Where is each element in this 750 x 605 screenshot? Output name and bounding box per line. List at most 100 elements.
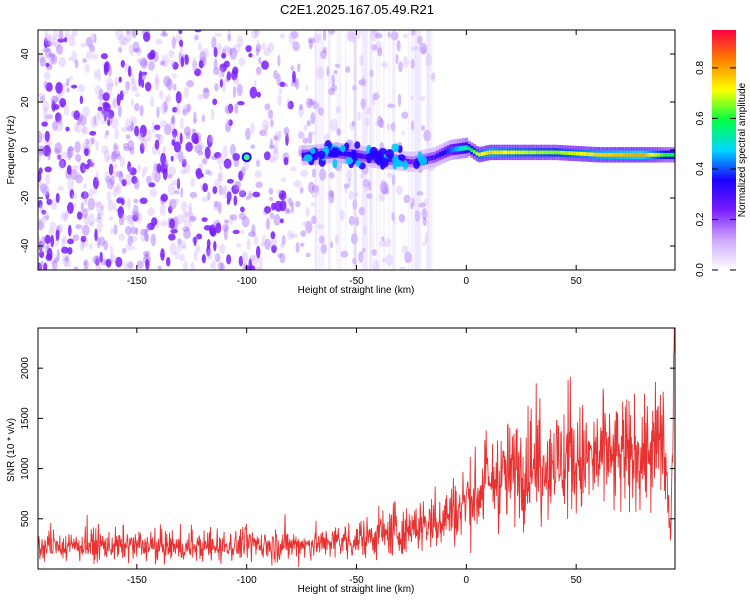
noise-blob: [88, 187, 94, 197]
noise-blob: [300, 169, 308, 177]
noise-blob: [155, 38, 163, 45]
noise-blob: [197, 42, 202, 52]
noise-streak: [408, 30, 410, 270]
noise-blob: [69, 188, 75, 199]
noise-blob: [255, 43, 262, 52]
noise-blob: [123, 146, 131, 152]
noise-blob: [163, 101, 168, 113]
noise-blob: [381, 61, 389, 68]
noise-blob: [203, 88, 209, 93]
noise-blob: [106, 109, 115, 119]
noise-blob: [386, 172, 393, 179]
noise-blob: [352, 257, 357, 265]
noise-blob: [171, 73, 177, 79]
noise-blob: [279, 200, 287, 212]
noise-blob: [362, 247, 366, 254]
noise-blob: [140, 57, 148, 69]
noise-blob: [213, 200, 219, 208]
noise-blob: [292, 41, 300, 52]
noise-blob: [238, 255, 244, 267]
noise-blob: [188, 202, 193, 211]
noise-blob: [174, 153, 182, 159]
ridge-core: [649, 152, 653, 157]
noise-blob: [254, 170, 262, 179]
ridge-core: [604, 152, 608, 157]
noise-blob: [123, 261, 129, 270]
noise-blob: [335, 129, 343, 135]
noise-blob: [231, 184, 240, 195]
noise-blob: [218, 171, 224, 183]
ridge-core: [628, 152, 632, 157]
noise-blob: [186, 80, 195, 88]
noise-blob: [354, 216, 360, 227]
ridge-core: [654, 152, 658, 157]
noise-blob: [115, 153, 121, 160]
noise-blob: [280, 177, 287, 183]
noise-blob: [377, 47, 383, 57]
noise-blob: [50, 198, 58, 210]
noise-blob: [43, 145, 51, 157]
noise-blob: [149, 188, 158, 198]
noise-blob: [237, 101, 245, 106]
noise-blob: [277, 253, 282, 258]
noise-blob: [145, 233, 150, 243]
noise-blob: [162, 146, 167, 153]
noise-blob: [84, 148, 89, 157]
noise-blob: [182, 107, 190, 116]
noise-blob: [88, 213, 95, 226]
noise-blob: [201, 47, 210, 59]
noise-blob: [281, 235, 286, 246]
noise-blob: [201, 196, 209, 202]
noise-blob: [45, 62, 50, 67]
noise-blob: [382, 182, 388, 194]
noise-blob: [324, 133, 330, 142]
noise-blob: [263, 48, 272, 57]
noise-blob: [346, 169, 353, 182]
noise-blob: [43, 262, 48, 270]
noise-blob: [38, 93, 46, 97]
noise-blob: [80, 43, 87, 48]
noise-blob: [213, 58, 218, 70]
noise-blob: [207, 191, 211, 201]
noise-blob: [245, 45, 252, 53]
x-tick-label: -150: [127, 575, 147, 586]
noise-blob: [73, 266, 79, 270]
ridge-core: [470, 148, 474, 153]
noise-blob: [250, 254, 259, 267]
noise-blob: [372, 92, 380, 101]
noise-blob: [171, 139, 176, 146]
noise-blob: [299, 186, 304, 194]
noise-blob: [384, 238, 392, 248]
noise-blob: [328, 172, 335, 179]
noise-blob: [271, 244, 277, 254]
noise-blob: [422, 241, 426, 246]
noise-blob: [146, 223, 151, 232]
noise-blob: [106, 190, 112, 202]
noise-blob: [421, 207, 428, 220]
ridge-core: [620, 152, 624, 157]
y-tick-label: 2000: [20, 357, 31, 380]
noise-blob: [167, 173, 173, 179]
noise-blob: [107, 118, 111, 127]
noise-blob: [125, 173, 133, 186]
noise-blob: [331, 74, 336, 87]
noise-blob: [112, 189, 118, 198]
noise-blob: [371, 30, 378, 37]
noise-blob: [171, 179, 180, 186]
noise-blob: [216, 154, 224, 165]
noise-blob: [212, 98, 218, 106]
noise-blob: [300, 230, 307, 237]
noise-blob: [173, 83, 177, 91]
noise-blob: [114, 145, 120, 150]
noise-blob: [194, 244, 201, 253]
noise-blob: [140, 230, 147, 242]
noise-blob: [170, 59, 175, 68]
ridge-core: [430, 155, 434, 161]
noise-blob: [395, 53, 399, 65]
noise-blob: [140, 228, 148, 236]
y-tick-label: 40: [20, 48, 31, 60]
noise-blob: [238, 188, 246, 197]
noise-blob: [130, 226, 137, 235]
noise-blob: [90, 137, 95, 145]
noise-blob: [289, 166, 297, 172]
